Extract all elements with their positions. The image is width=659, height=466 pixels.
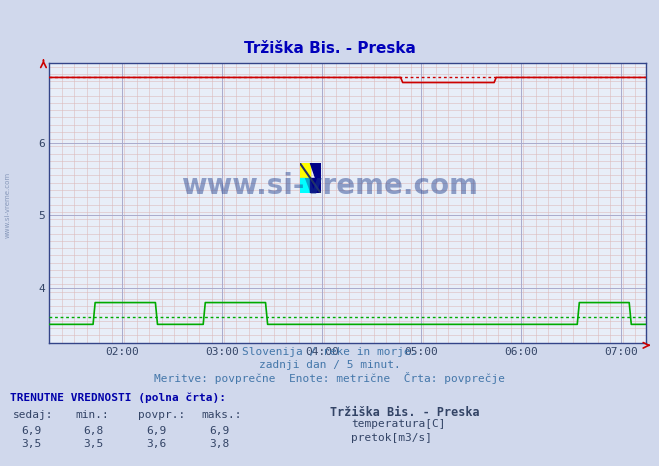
Text: 6,9: 6,9 xyxy=(146,426,167,436)
Text: 3,8: 3,8 xyxy=(209,439,229,449)
Text: 6,9: 6,9 xyxy=(209,426,229,436)
Text: TRENUTNE VREDNOSTI (polna črta):: TRENUTNE VREDNOSTI (polna črta): xyxy=(10,392,226,403)
Text: www.si-vreme.com: www.si-vreme.com xyxy=(5,172,11,238)
Text: 3,6: 3,6 xyxy=(146,439,167,449)
Text: Tržiška Bis. - Preska: Tržiška Bis. - Preska xyxy=(330,406,479,419)
Text: min.:: min.: xyxy=(76,410,109,420)
Bar xyxy=(300,178,310,193)
Text: www.si-vreme.com: www.si-vreme.com xyxy=(181,172,478,200)
Text: 6,9: 6,9 xyxy=(21,426,42,436)
Text: temperatura[C]: temperatura[C] xyxy=(351,419,445,429)
Text: Slovenija / reke in morje.: Slovenija / reke in morje. xyxy=(242,347,417,357)
Bar xyxy=(310,178,321,193)
Text: sedaj:: sedaj: xyxy=(13,410,53,420)
Text: maks.:: maks.: xyxy=(201,410,241,420)
Text: 6,8: 6,8 xyxy=(84,426,104,436)
Bar xyxy=(300,163,310,178)
Polygon shape xyxy=(310,163,321,193)
Text: 3,5: 3,5 xyxy=(21,439,42,449)
Text: zadnji dan / 5 minut.: zadnji dan / 5 minut. xyxy=(258,360,401,370)
Text: pretok[m3/s]: pretok[m3/s] xyxy=(351,433,432,443)
Text: povpr.:: povpr.: xyxy=(138,410,186,420)
Text: Meritve: povprečne  Enote: metrične  Črta: povprečje: Meritve: povprečne Enote: metrične Črta:… xyxy=(154,372,505,384)
Text: Tržiška Bis. - Preska: Tržiška Bis. - Preska xyxy=(244,41,415,56)
Text: 3,5: 3,5 xyxy=(84,439,104,449)
